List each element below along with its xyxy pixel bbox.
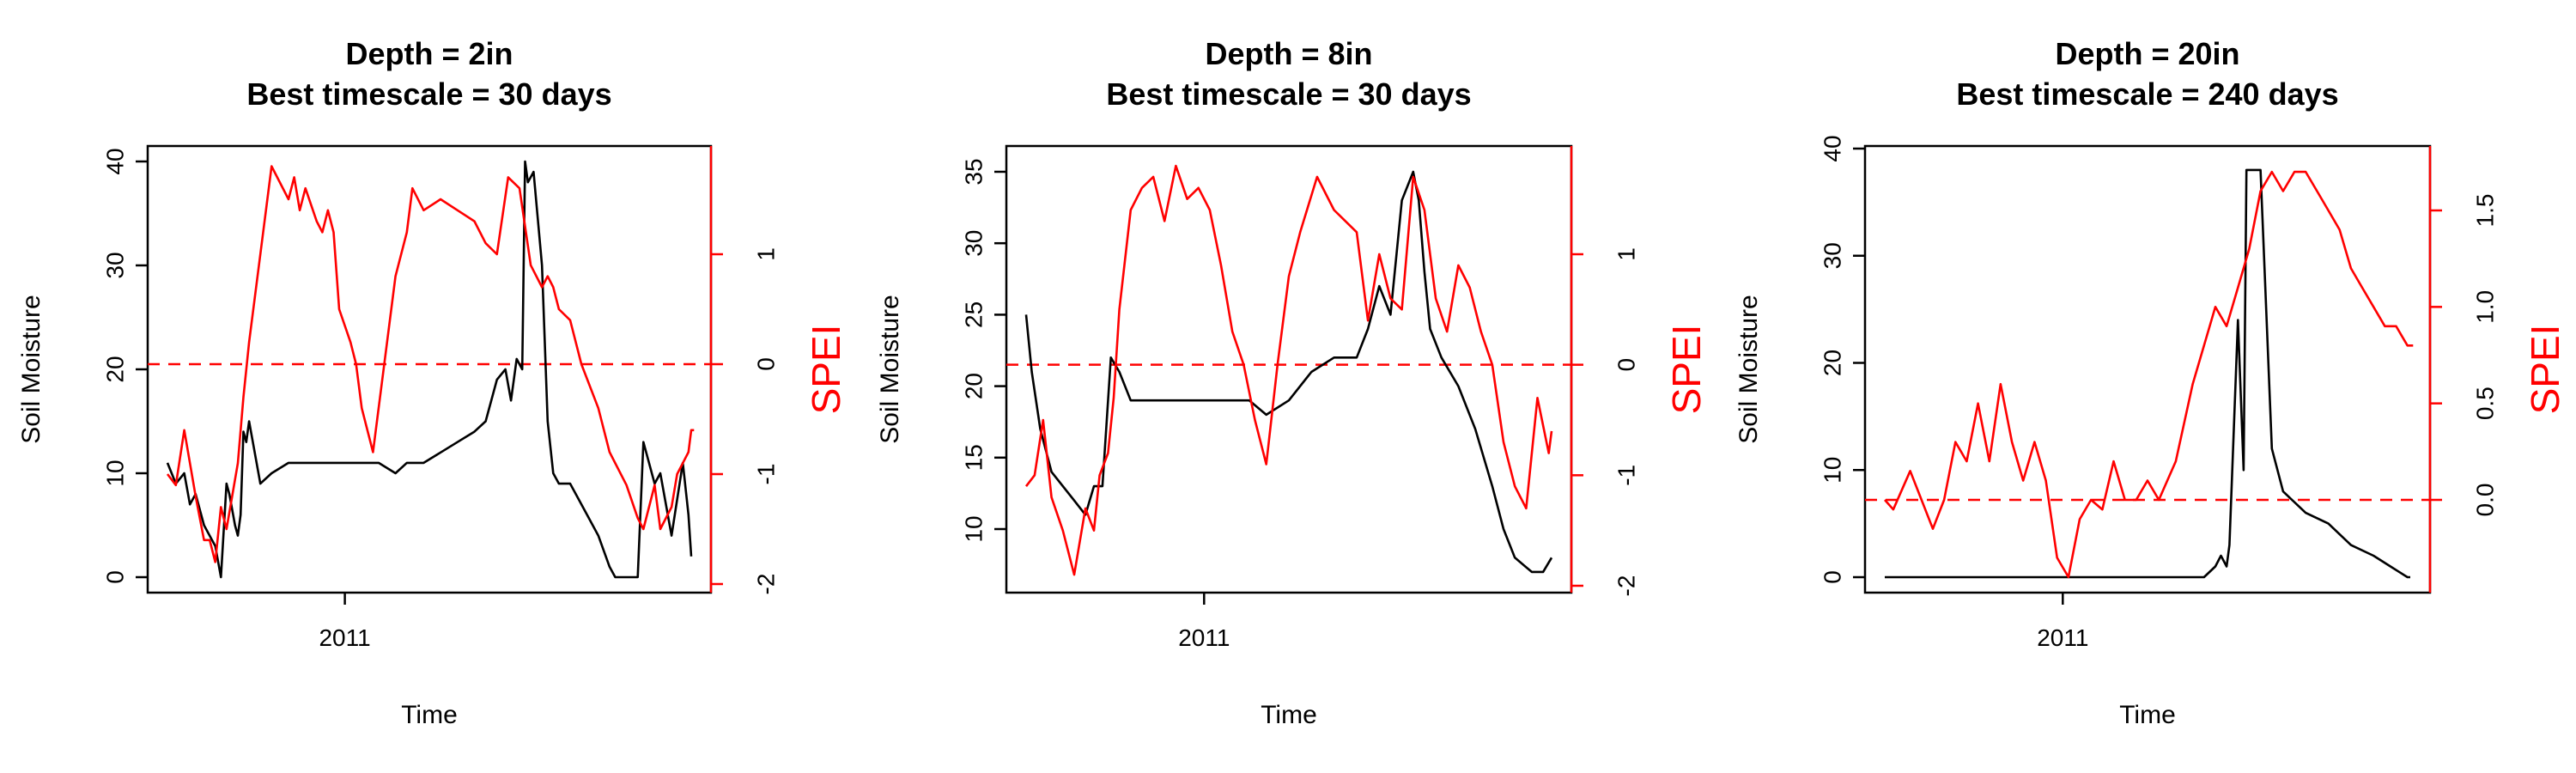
y-tick-label: 10 xyxy=(960,515,987,542)
y-tick-label: 10 xyxy=(1819,457,1845,484)
x-axis-label: Time xyxy=(401,701,458,729)
y-right-axis-label: SPEI xyxy=(804,325,848,415)
y-right-axis-label: SPEI xyxy=(1664,325,1709,415)
x-axis-label: Time xyxy=(2119,701,2176,729)
y-tick-label: 35 xyxy=(960,158,987,185)
chart-title-line-2: Best timescale = 30 days xyxy=(246,76,611,112)
y-axis-label: Soil Moisture xyxy=(17,295,46,443)
x-tick-label: 2011 xyxy=(2037,624,2088,651)
y-tick-label: 15 xyxy=(960,444,987,471)
y-right-tick-label: 1 xyxy=(1613,247,1639,261)
y-tick-label: 30 xyxy=(960,230,987,257)
y-right-tick-label: -2 xyxy=(752,574,779,595)
y-right-axis-label: SPEI xyxy=(2523,325,2567,415)
y-tick-label: 25 xyxy=(960,301,987,328)
y-tick-label: 40 xyxy=(101,148,128,174)
y-tick-label: 0 xyxy=(101,570,128,584)
y-right-tick-label: -2 xyxy=(1613,575,1639,597)
y-right-tick-label: -1 xyxy=(1613,465,1639,486)
y-right-tick-label: 0.5 xyxy=(2471,386,2498,420)
chart-title-line-1: Depth = 2in xyxy=(345,36,513,71)
chart-title-line-1: Depth = 20in xyxy=(2055,36,2239,71)
y-tick-label: 20 xyxy=(960,373,987,399)
series-soil-moisture-line xyxy=(1024,170,1553,574)
x-axis-label: Time xyxy=(1261,701,1317,729)
y-tick-label: 20 xyxy=(101,356,128,382)
chart-panel-3: Depth = 20in Best timescale = 240 days 0 10… xyxy=(1735,36,2567,729)
series-soil-moisture-line xyxy=(166,160,693,579)
series-spei-line xyxy=(166,165,695,563)
y-tick-label: 30 xyxy=(101,252,128,278)
series-soil-moisture-line xyxy=(1885,168,2410,579)
y-right-tick-label: -1 xyxy=(752,464,779,485)
y-right-tick-label: 0 xyxy=(752,357,779,371)
chart-title-line-1: Depth = 8in xyxy=(1205,36,1372,71)
chart-title-line-2: Best timescale = 30 days xyxy=(1106,76,1471,112)
series-spei-line xyxy=(1884,170,2414,579)
y-right-tick-label: 0 xyxy=(1613,358,1639,372)
y-tick-label: 0 xyxy=(1819,570,1845,584)
y-right-tick-label: 1.0 xyxy=(2471,290,2498,324)
chart-title-line-2: Best timescale = 240 days xyxy=(1956,76,2338,112)
plot-frame xyxy=(146,144,713,594)
plot-frame xyxy=(1863,144,2432,594)
y-right-tick-label: 0.0 xyxy=(2471,484,2498,517)
x-tick-label: 2011 xyxy=(1178,624,1230,651)
y-tick-label: 10 xyxy=(101,460,128,486)
y-right-tick-label: 1.5 xyxy=(2471,194,2498,228)
y-tick-label: 40 xyxy=(1819,135,1845,161)
y-right-tick-label: 1 xyxy=(752,247,779,261)
y-tick-label: 20 xyxy=(1819,350,1845,376)
y-tick-label: 30 xyxy=(1819,242,1845,269)
y-axis-label: Soil Moisture xyxy=(876,295,904,443)
x-tick-label: 2011 xyxy=(319,624,370,651)
series-spei-line xyxy=(1024,164,1553,576)
y-axis-label: Soil Moisture xyxy=(1735,295,1763,443)
